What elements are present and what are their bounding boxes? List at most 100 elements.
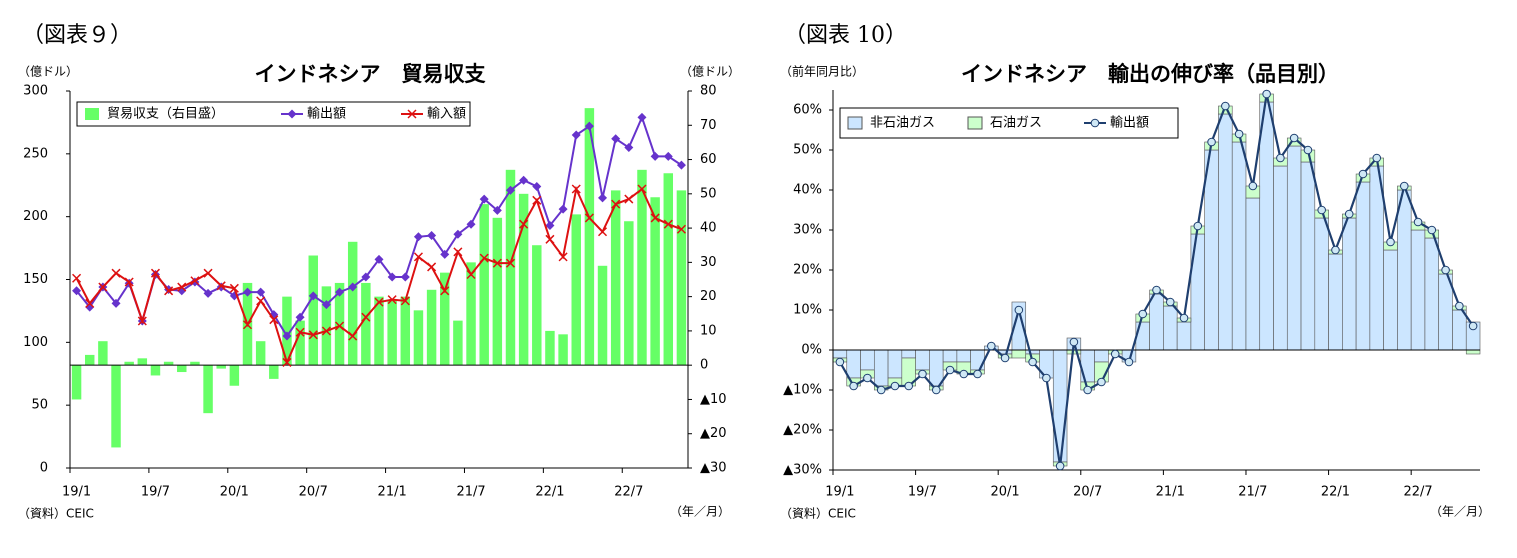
- marker: [637, 112, 647, 122]
- y2-tick-label: 60: [700, 152, 717, 167]
- bar: [321, 286, 332, 366]
- bar: [650, 197, 660, 366]
- bar: [846, 349, 861, 379]
- marker: [663, 151, 673, 161]
- bar: [1149, 293, 1164, 351]
- marker: [361, 272, 371, 282]
- bar: [832, 349, 848, 359]
- marker: [519, 175, 529, 185]
- x-tick-label: 20/7: [1073, 485, 1102, 500]
- source: （資料）CEIC: [780, 507, 856, 521]
- marker: [1386, 237, 1395, 247]
- y2-tick-label: 30: [700, 255, 717, 270]
- legend-label: 輸出額: [307, 107, 346, 122]
- bar: [1080, 349, 1095, 383]
- bar: [901, 349, 916, 359]
- marker: [203, 268, 213, 278]
- marker: [611, 199, 621, 209]
- x-tick-label: 22/1: [1321, 485, 1350, 500]
- bar: [124, 361, 134, 366]
- marker: [1110, 349, 1120, 359]
- marker: [1152, 285, 1161, 295]
- bar: [942, 349, 958, 363]
- marker: [1468, 321, 1478, 331]
- marker: [650, 151, 660, 161]
- bar: [1314, 217, 1329, 351]
- y-axis-label: （前年同月比）: [780, 64, 864, 79]
- y-tick-label: 50%: [793, 143, 822, 158]
- x-tick-label: 19/1: [62, 485, 91, 500]
- bar: [970, 349, 985, 371]
- bar: [663, 173, 674, 366]
- marker: [1455, 301, 1464, 311]
- marker: [849, 381, 858, 391]
- x-axis-label: （年／月）: [670, 505, 730, 519]
- marker: [387, 295, 397, 305]
- marker: [571, 184, 581, 194]
- bar: [269, 365, 279, 379]
- bar: [558, 334, 568, 366]
- marker: [519, 219, 529, 229]
- marker: [492, 205, 502, 215]
- bar: [1410, 229, 1426, 351]
- bar: [177, 365, 187, 373]
- y2-tick-label: ▲30: [700, 461, 727, 476]
- marker: [256, 287, 266, 297]
- marker: [466, 219, 476, 229]
- bar: [282, 296, 292, 366]
- chart-title: インドネシア 輸出の伸び率（品目別）: [961, 62, 1339, 86]
- marker: [904, 381, 914, 391]
- y2-tick-label: 50: [700, 186, 717, 201]
- marker: [98, 282, 108, 292]
- bar: [676, 190, 687, 366]
- marker: [959, 369, 969, 379]
- bar: [1383, 249, 1398, 351]
- marker: [1262, 89, 1271, 99]
- marker: [1413, 217, 1423, 227]
- bar: [1245, 197, 1261, 351]
- marker: [890, 381, 900, 391]
- marker: [216, 281, 226, 291]
- marker: [427, 231, 437, 241]
- bar: [505, 169, 516, 366]
- bar: [1011, 349, 1027, 359]
- y-tick-label: 150: [23, 272, 48, 287]
- marker: [505, 185, 515, 195]
- marker: [440, 286, 450, 296]
- y2-tick-label: 40: [700, 221, 717, 236]
- bar: [1424, 237, 1440, 351]
- marker: [72, 273, 82, 283]
- marker: [295, 312, 305, 322]
- bar: [1052, 349, 1068, 463]
- y-tick-label: 30%: [793, 223, 822, 238]
- marker: [598, 193, 608, 203]
- legend-label: 貿易収支（右目盛）: [107, 107, 224, 122]
- bar: [956, 349, 971, 363]
- marker: [400, 296, 410, 306]
- marker: [361, 312, 371, 322]
- bar: [361, 282, 371, 366]
- marker: [400, 272, 410, 282]
- marker: [532, 195, 542, 205]
- marker: [295, 327, 305, 337]
- bar: [1465, 349, 1481, 355]
- bar: [1355, 181, 1371, 351]
- bar: [84, 354, 95, 366]
- figure-label: （図表 10）: [784, 23, 907, 48]
- bar: [1452, 309, 1467, 351]
- marker: [945, 365, 955, 375]
- y-tick-label: 10%: [793, 303, 822, 318]
- marker: [863, 373, 872, 383]
- marker: [335, 287, 345, 297]
- x-tick-label: 21/1: [1156, 485, 1185, 500]
- bar: [929, 349, 944, 387]
- bar: [1342, 217, 1357, 351]
- chart-title: インドネシア 貿易収支: [255, 62, 487, 86]
- bar: [873, 349, 889, 387]
- legend-label: 輸出額: [1110, 116, 1149, 131]
- bar: [216, 365, 226, 369]
- marker: [1276, 153, 1285, 163]
- marker: [229, 283, 239, 293]
- marker: [177, 282, 187, 292]
- y-tick-label: 50: [31, 398, 48, 413]
